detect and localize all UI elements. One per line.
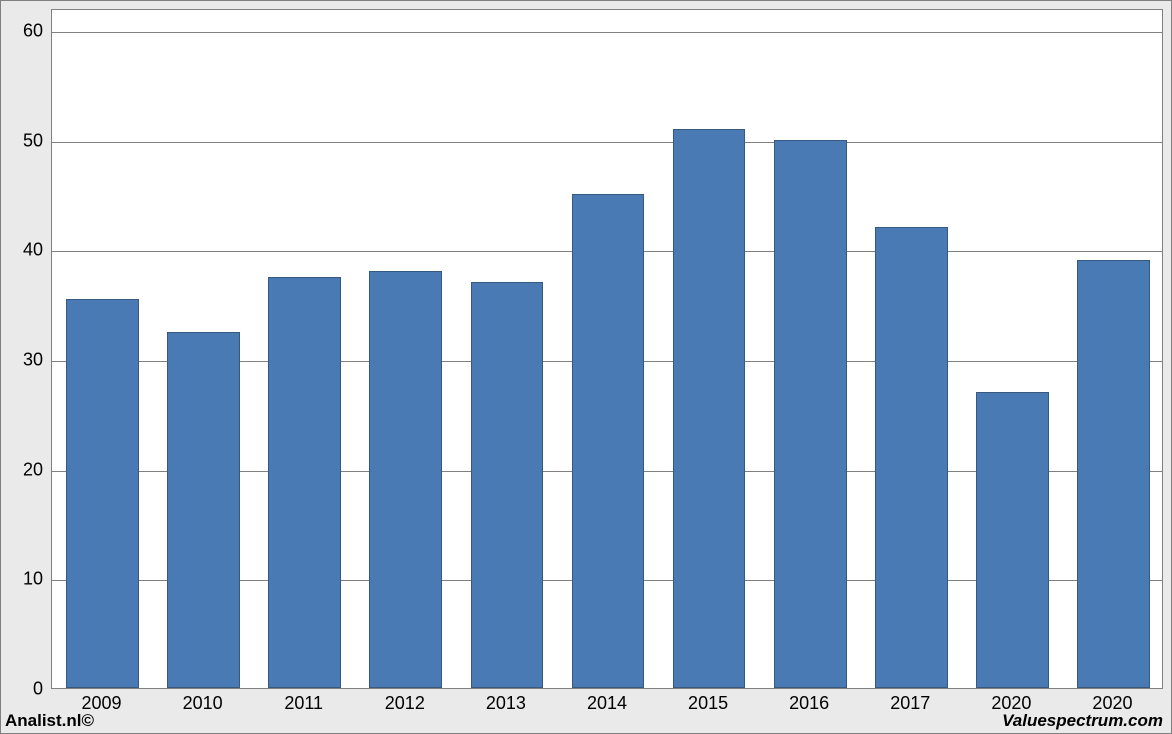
y-tick-label: 20 bbox=[1, 459, 43, 480]
y-tick-label: 60 bbox=[1, 20, 43, 41]
credit-right: Valuespectrum.com bbox=[1002, 711, 1163, 731]
x-tick-label: 2015 bbox=[688, 693, 728, 714]
x-tick-label: 2016 bbox=[789, 693, 829, 714]
x-tick-label: 2014 bbox=[587, 693, 627, 714]
gridline bbox=[52, 142, 1162, 143]
bar bbox=[369, 271, 442, 688]
y-tick-label: 50 bbox=[1, 130, 43, 151]
y-tick-label: 10 bbox=[1, 569, 43, 590]
x-tick-label: 2013 bbox=[486, 693, 526, 714]
y-tick-label: 0 bbox=[1, 679, 43, 700]
bar bbox=[471, 282, 544, 688]
x-tick-label: 2011 bbox=[284, 693, 323, 714]
credit-left: Analist.nl© bbox=[5, 711, 94, 731]
bar bbox=[976, 392, 1049, 688]
y-tick-label: 40 bbox=[1, 240, 43, 261]
bar bbox=[1077, 260, 1150, 688]
x-tick-label: 2017 bbox=[890, 693, 930, 714]
chart-frame: Analist.nl© Valuespectrum.com 0 10 20 30 40 5… bbox=[0, 0, 1172, 734]
bar bbox=[673, 129, 746, 688]
bar bbox=[774, 140, 847, 688]
bar bbox=[167, 332, 240, 688]
x-tick-label: 2010 bbox=[183, 693, 223, 714]
x-tick-label: 2009 bbox=[82, 693, 122, 714]
bar bbox=[268, 277, 341, 688]
plot-area bbox=[51, 9, 1163, 689]
bar bbox=[875, 227, 948, 688]
bar bbox=[66, 299, 139, 688]
x-tick-label: 2012 bbox=[385, 693, 425, 714]
gridline bbox=[52, 32, 1162, 33]
x-tick-label: 2020 bbox=[1092, 693, 1132, 714]
y-tick-label: 30 bbox=[1, 349, 43, 370]
x-tick-label: 2020 bbox=[991, 693, 1031, 714]
bar bbox=[572, 194, 645, 688]
